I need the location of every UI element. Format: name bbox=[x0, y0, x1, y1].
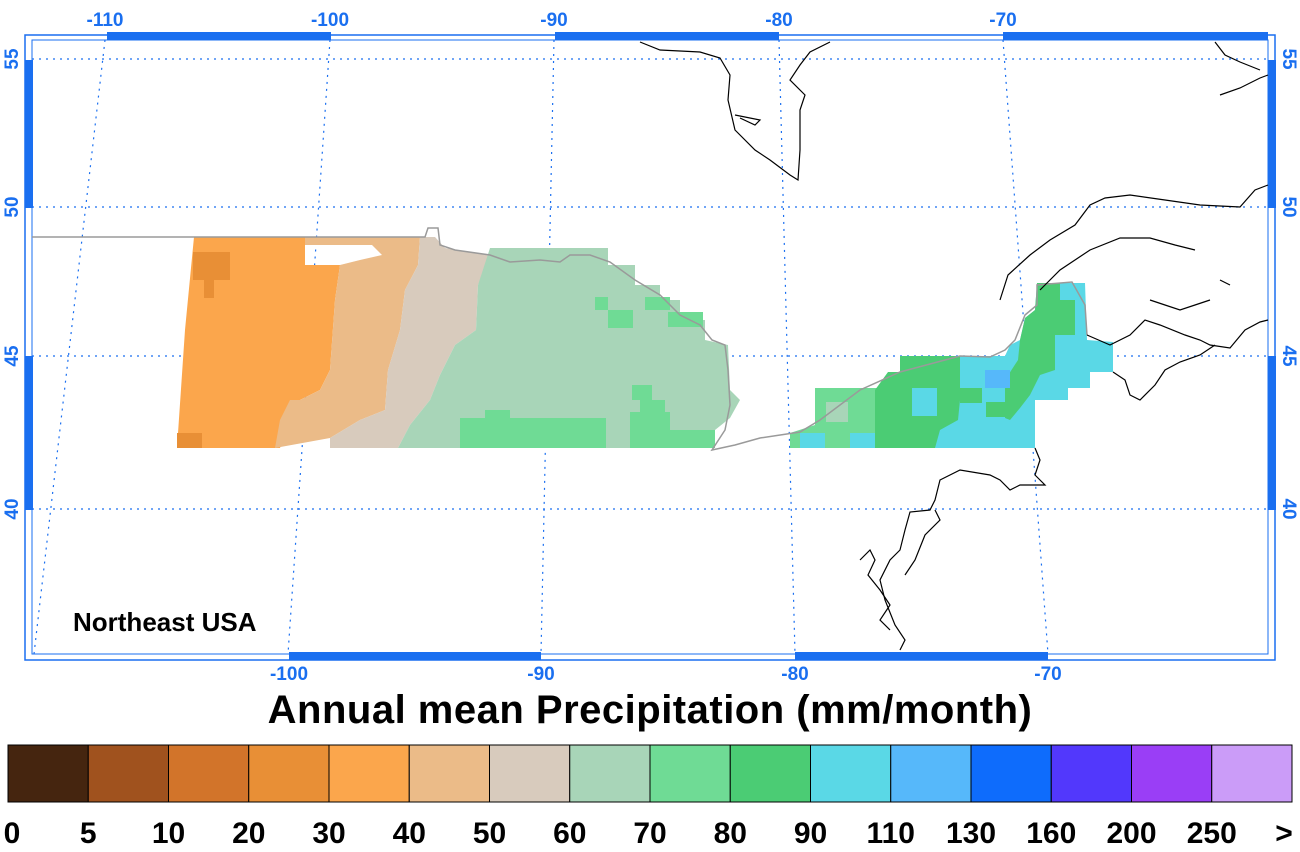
colorbar-label: 250 bbox=[1187, 817, 1237, 850]
precip-zone-80-90-north bbox=[1005, 283, 1075, 420]
top-lon-tick: -80 bbox=[765, 10, 792, 31]
colorbar: 0 5 10 20 30 40 50 60 70 80 90 110 130 160 200 250 > bbox=[4, 744, 1293, 850]
colorbar-label: 80 bbox=[714, 817, 747, 850]
bottom-lon-tick: -70 bbox=[1034, 664, 1061, 680]
colorbar-box bbox=[970, 744, 1052, 803]
colorbar-label: 130 bbox=[946, 817, 996, 850]
precipitation-map: Northeast USA -110 -100 -90 -80 -70 -100… bbox=[2, 10, 1299, 680]
colorbar-box bbox=[890, 744, 972, 803]
precip-zone-70-80 bbox=[460, 297, 715, 448]
region-label: Northeast USA bbox=[73, 607, 257, 637]
colorbar-label: 0 bbox=[4, 817, 21, 850]
colorbar-label: 110 bbox=[867, 817, 915, 850]
colorbar-label: 90 bbox=[794, 817, 827, 850]
us-canada-border bbox=[32, 227, 1088, 452]
colorbar-box bbox=[7, 744, 89, 803]
colorbar-label: 70 bbox=[633, 817, 666, 850]
colorbar-labels: 0 5 10 20 30 40 50 60 70 80 90 110 130 160 200 250 > bbox=[4, 817, 1293, 850]
colorbar-label: > bbox=[1275, 817, 1293, 850]
right-lat-tick: 50 bbox=[1278, 196, 1299, 217]
colorbar-box bbox=[489, 744, 571, 803]
top-lon-tick: -90 bbox=[540, 10, 567, 31]
colorbar-label: 20 bbox=[232, 817, 265, 850]
colorbar-label: 10 bbox=[152, 817, 185, 850]
axis-bars bbox=[25, 32, 1276, 660]
colorbar-box bbox=[408, 744, 490, 803]
precip-zone-40-50 bbox=[275, 237, 420, 448]
precip-zone-60-70-east-b bbox=[826, 402, 848, 422]
left-lat-tick: 55 bbox=[2, 48, 23, 70]
bottom-lon-tick: -90 bbox=[527, 664, 554, 680]
colorbar-label: 50 bbox=[473, 817, 506, 850]
colorbar-label: 200 bbox=[1106, 817, 1156, 850]
top-lon-tick: -110 bbox=[87, 10, 124, 31]
colorbar-box bbox=[810, 744, 892, 803]
colorbar-label: 5 bbox=[80, 817, 97, 850]
precip-zone-20-30-a bbox=[193, 252, 230, 280]
left-lat-tick: 50 bbox=[2, 196, 23, 217]
precip-zone-50-60 bbox=[330, 237, 490, 448]
right-lat-tick: 45 bbox=[1278, 345, 1299, 367]
colorbar-label: 40 bbox=[393, 817, 426, 850]
top-lon-tick: -70 bbox=[989, 10, 1016, 31]
right-lat-tick: 55 bbox=[1278, 48, 1299, 70]
colorbar-box bbox=[1131, 744, 1213, 803]
colorbar-box bbox=[1050, 744, 1132, 803]
left-lat-tick: 40 bbox=[2, 498, 23, 519]
top-lon-tick: -100 bbox=[311, 10, 349, 31]
precip-zone-30-40 bbox=[177, 237, 340, 448]
colorbar-label: 160 bbox=[1026, 817, 1076, 850]
coastline bbox=[639, 41, 1269, 651]
precipitation-field bbox=[177, 237, 1113, 448]
colorbar-box bbox=[569, 744, 651, 803]
precip-zone-20-30-c bbox=[177, 433, 202, 448]
precip-zone-20-30-b bbox=[204, 280, 214, 298]
colorbar-box bbox=[729, 744, 811, 803]
bottom-lon-tick: -100 bbox=[270, 664, 308, 680]
bottom-lon-tick: -80 bbox=[781, 664, 808, 680]
colorbar-box bbox=[328, 744, 410, 803]
colorbar-label: 60 bbox=[553, 817, 586, 850]
precip-zone-misc-east bbox=[800, 370, 1010, 448]
colorbar-box bbox=[248, 744, 330, 803]
colorbar-box bbox=[1211, 744, 1293, 803]
map-title: Annual mean Precipitation (mm/month) bbox=[267, 688, 1033, 732]
colorbar-box bbox=[87, 744, 169, 803]
colorbar-boxes bbox=[7, 744, 1293, 803]
left-lat-tick: 45 bbox=[2, 345, 23, 367]
right-lat-tick: 40 bbox=[1278, 498, 1299, 519]
colorbar-label: 30 bbox=[312, 817, 345, 850]
colorbar-box bbox=[168, 744, 250, 803]
colorbar-box bbox=[649, 744, 731, 803]
